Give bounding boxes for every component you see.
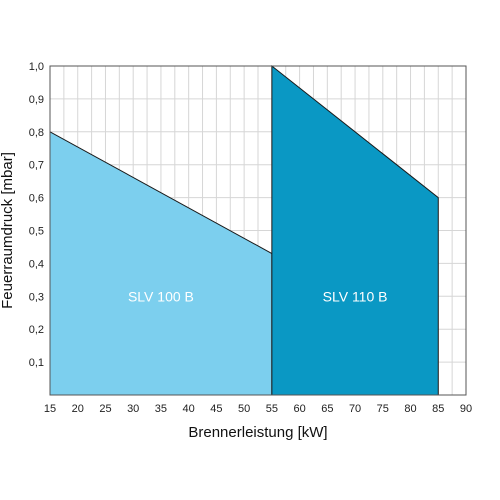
x-axis-ticks: 15 20 25 30 35 40 45 50 55 60 65 70 75 80 85 90 bbox=[44, 403, 472, 415]
y-tick-label: 0,2 bbox=[29, 324, 44, 336]
y-tick-label: 0,4 bbox=[29, 258, 44, 270]
y-tick-label: 0,5 bbox=[29, 226, 44, 238]
x-tick-label: 35 bbox=[155, 403, 167, 415]
x-tick-label: 75 bbox=[377, 403, 389, 415]
x-axis-label: Brennerleistung [kW] bbox=[188, 424, 327, 441]
y-axis-label: Feuerraumdruck [mbar] bbox=[0, 152, 16, 309]
x-tick-label: 45 bbox=[210, 403, 222, 415]
x-tick-label: 70 bbox=[349, 403, 361, 415]
x-tick-label: 65 bbox=[321, 403, 333, 415]
y-tick-label: 0,7 bbox=[29, 160, 44, 172]
y-tick-label: 1,0 bbox=[29, 61, 44, 73]
y-tick-label: 0,1 bbox=[29, 357, 44, 369]
x-tick-label: 85 bbox=[432, 403, 444, 415]
x-tick-label: 80 bbox=[404, 403, 416, 415]
y-tick-label: 0,8 bbox=[29, 127, 44, 139]
y-tick-label: 0,9 bbox=[29, 94, 44, 106]
x-tick-label: 40 bbox=[183, 403, 195, 415]
x-tick-label: 30 bbox=[127, 403, 139, 415]
x-tick-label: 50 bbox=[238, 403, 250, 415]
x-tick-label: 90 bbox=[460, 403, 472, 415]
x-tick-label: 20 bbox=[72, 403, 84, 415]
y-tick-label: 0,3 bbox=[29, 291, 44, 303]
x-tick-label: 25 bbox=[99, 403, 111, 415]
y-axis-ticks: 0,1 0,2 0,3 0,4 0,5 0,6 0,7 0,8 0,9 1,0 bbox=[29, 61, 44, 369]
x-tick-label: 60 bbox=[293, 403, 305, 415]
x-tick-label: 55 bbox=[266, 403, 278, 415]
series-areas bbox=[49, 64, 439, 396]
series-label-1: SLV 100 B bbox=[128, 288, 194, 304]
y-tick-label: 0,6 bbox=[29, 193, 44, 205]
series-label-2: SLV 110 B bbox=[323, 288, 388, 304]
plot-frame bbox=[49, 65, 467, 396]
x-tick-label: 15 bbox=[44, 403, 56, 415]
series-labels: SLV 100 B SLV 110 B bbox=[128, 288, 388, 304]
